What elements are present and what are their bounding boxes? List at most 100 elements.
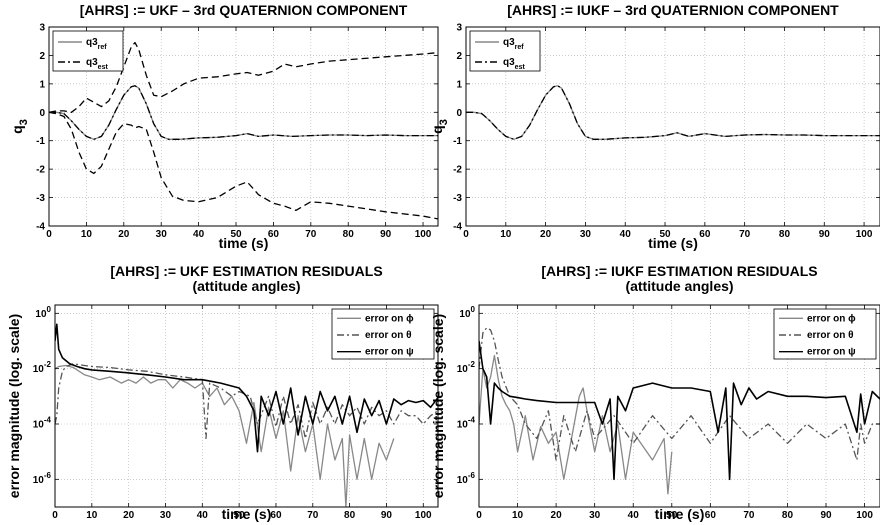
- legend-box: [331, 308, 435, 360]
- y-tick-exponent: 0: [471, 305, 476, 314]
- series-group: [466, 85, 880, 140]
- y-axis-label-main: error magnitude (log. scale): [430, 314, 446, 498]
- x-tick-label: 90: [819, 229, 831, 240]
- chart-title: [AHRS] := IUKF – 3rd QUATERNION COMPONEN…: [507, 2, 839, 18]
- x-axis-label: time (s): [655, 506, 705, 522]
- x-tick-label: 20: [118, 229, 130, 240]
- y-axis-label-main: q: [429, 125, 445, 134]
- plot-frame: [48, 26, 439, 227]
- x-tick-label: 10: [86, 510, 98, 521]
- legend-label: error on ϕ: [365, 313, 414, 324]
- y-axis-label: q3: [429, 119, 450, 134]
- x-tick-label: 100: [856, 510, 873, 521]
- legend-label-main: error on θ: [365, 330, 412, 341]
- plot-frame: [478, 304, 880, 508]
- y-tick-label: 0: [456, 108, 462, 119]
- x-tick-label: 70: [305, 229, 317, 240]
- x-tick-label: 30: [589, 510, 601, 521]
- x-tick-label: 70: [743, 510, 755, 521]
- legend: error on ϕ error on θ error on ψ: [331, 308, 435, 360]
- x-tick-label: 10: [500, 229, 512, 240]
- series-line-2: [55, 363, 438, 440]
- x-tick-label: 0: [52, 510, 58, 521]
- legend-label-main: q3: [86, 37, 98, 48]
- legend-label-main: q3: [86, 57, 98, 68]
- y-tick-base: 10: [457, 364, 469, 375]
- y-tick-label: -2: [453, 165, 462, 176]
- x-tick-label: 100: [415, 510, 432, 521]
- x-tick-label: 20: [123, 510, 135, 521]
- x-tick-label: 30: [160, 510, 172, 521]
- x-tick-label: 0: [476, 510, 482, 521]
- legend-label-main: error on ψ: [365, 347, 414, 358]
- x-tick-label: 20: [551, 510, 563, 521]
- x-tick-label: 60: [699, 229, 711, 240]
- y-tick-base: 10: [459, 309, 471, 320]
- series-line-4: [49, 111, 438, 220]
- y-tick-label: 100: [35, 305, 51, 320]
- y-axis-label-main: error magnitude (log. scale): [6, 314, 22, 498]
- legend-label-main: error on ϕ: [807, 313, 856, 324]
- x-tick-label: 10: [81, 229, 93, 240]
- legend-label: error on θ: [807, 330, 854, 341]
- legend-label: q3ref: [503, 37, 524, 51]
- series-line-2: [479, 327, 880, 461]
- legend-label-sub: est: [515, 64, 526, 71]
- x-tick-label: 90: [381, 510, 393, 521]
- y-tick-label: 0: [39, 108, 45, 119]
- x-tick-label: 0: [46, 229, 52, 240]
- legend-label-sub: est: [98, 64, 109, 71]
- x-tick-label: 100: [856, 229, 873, 240]
- y-tick-label: 10-6: [33, 471, 52, 486]
- y-axis-label-main: q: [9, 125, 25, 134]
- x-tick-label: 60: [270, 510, 282, 521]
- y-tick-base: 10: [33, 475, 45, 486]
- y-tick-label: 10-2: [33, 360, 52, 375]
- y-axis-label: error magnitude (log. scale): [430, 314, 446, 498]
- y-tick-label: -1: [453, 136, 462, 147]
- x-tick-label: 10: [512, 510, 524, 521]
- chart-1: 0 10 20 30 40 50 60 70 80 90 100 -4 -3 -2 -1 0 1 2 3 [AHRS]…: [9, 2, 439, 251]
- x-axis-label: time (s): [219, 235, 269, 251]
- y-tick-exponent: -2: [44, 360, 52, 369]
- x-tick-label: 30: [156, 229, 168, 240]
- x-axis-label: time (s): [222, 506, 272, 522]
- y-axis-label: q3: [9, 119, 30, 134]
- chart-title: [AHRS] := UKF ESTIMATION RESIDUALS: [110, 263, 382, 279]
- x-tick-label: 70: [307, 510, 319, 521]
- y-tick-label: -1: [36, 136, 45, 147]
- y-tick-exponent: -4: [44, 415, 52, 424]
- y-tick-label: 3: [39, 23, 45, 34]
- legend-label-main: error on ϕ: [365, 313, 414, 324]
- x-tick-label: 80: [779, 229, 791, 240]
- chart-title: [AHRS] := IUKF ESTIMATION RESIDUALS: [541, 263, 817, 279]
- legend-label-sub: ref: [98, 44, 108, 51]
- legend-label-main: error on θ: [807, 330, 854, 341]
- y-tick-label: 3: [456, 23, 462, 34]
- legend-label: q3est: [503, 57, 525, 71]
- series-line-3: [55, 323, 438, 453]
- y-tick-label: -3: [36, 193, 45, 204]
- series-line-1: [55, 364, 395, 507]
- legend-box: [773, 308, 877, 360]
- y-tick-label: 100: [459, 305, 475, 320]
- legend-box: [52, 30, 124, 72]
- series-line-2: [49, 85, 438, 140]
- series-line-1: [479, 354, 673, 495]
- y-tick-label: 10-6: [457, 471, 476, 486]
- y-tick-label: 10-4: [457, 415, 476, 430]
- x-tick-label: 0: [463, 229, 469, 240]
- legend: q3ref q3est: [469, 30, 541, 72]
- y-tick-label: -4: [36, 222, 45, 233]
- y-tick-label: 2: [39, 51, 45, 62]
- y-tick-label: -4: [453, 222, 462, 233]
- x-tick-label: 60: [268, 229, 280, 240]
- y-tick-label: -3: [453, 193, 462, 204]
- x-tick-label: 20: [540, 229, 552, 240]
- plot-frame: [465, 26, 880, 227]
- x-tick-label: 50: [234, 510, 246, 521]
- chart-3: 0 10 20 30 40 50 60 70 80 90 10010-610-410-2100[AH…: [6, 263, 439, 522]
- legend-label-main: q3: [503, 57, 515, 68]
